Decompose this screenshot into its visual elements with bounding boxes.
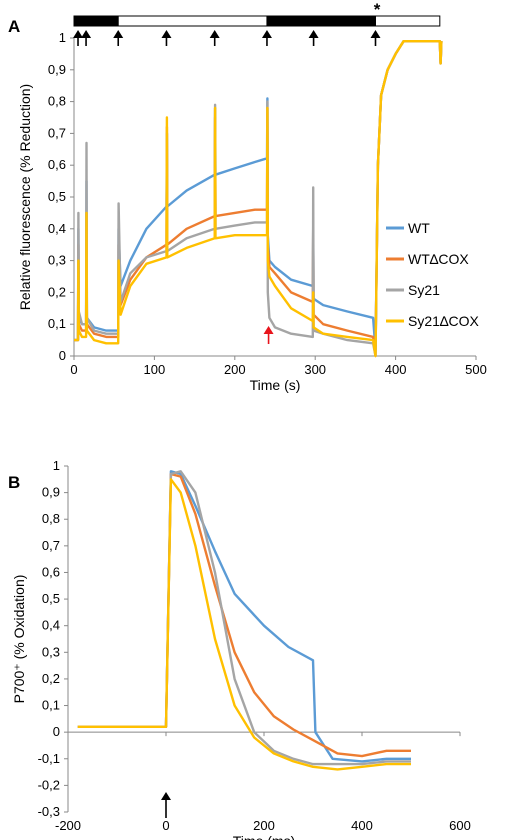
x-tick-label: 600 [449, 818, 471, 833]
light-pulse-arrow-6 [261, 30, 272, 46]
light-pulse-arrow-8-head [370, 30, 381, 38]
y-tick-label: -0,1 [38, 751, 60, 766]
x-axis-label: Time (ms) [233, 833, 295, 840]
y-tick-label: 0,9 [42, 485, 60, 500]
light-bar-segment-2 [117, 15, 268, 27]
panel-label-b: B [8, 473, 20, 492]
flash-arrow-head [161, 792, 171, 800]
y-tick-label: 0,5 [42, 591, 60, 606]
y-tick-label: 0,1 [48, 316, 66, 331]
y-tick-label: 0,6 [48, 157, 66, 172]
y-tick-label: 0,9 [48, 62, 66, 77]
light-bar-segment-1 [73, 15, 119, 27]
panel-label-a: A [8, 17, 20, 36]
y-tick-label: 0,8 [42, 511, 60, 526]
x-tick-label: -200 [55, 818, 81, 833]
y-axis-label: P700⁺ (% Oxidation) [11, 575, 27, 704]
red-arrow [263, 326, 274, 344]
light-pulse-arrow-5 [209, 30, 220, 46]
series-line-3 [74, 40, 443, 358]
legend-entry-3: Sy21 [408, 282, 440, 298]
light-pulse-arrow-1 [73, 30, 84, 46]
series-line-2 [77, 472, 411, 758]
x-tick-label: 400 [385, 362, 407, 377]
x-tick-label: 500 [465, 362, 487, 377]
y-tick-label: 0,3 [48, 253, 66, 268]
y-tick-label: 1 [53, 458, 60, 473]
x-axis-label: Time (s) [250, 377, 301, 393]
x-tick-label: 400 [351, 818, 373, 833]
x-tick-label: 200 [224, 362, 246, 377]
x-tick-label: 0 [162, 818, 169, 833]
series-line-3 [77, 470, 411, 766]
x-tick-label: 200 [253, 818, 275, 833]
light-pulse-arrow-3-head [113, 30, 124, 38]
light-pulse-arrow-2 [81, 30, 92, 46]
y-tick-label: 0,4 [48, 221, 66, 236]
legend-entry-2: WT∆COX [408, 251, 469, 267]
y-tick-label: -0,2 [38, 777, 60, 792]
y-tick-label: 0,5 [48, 189, 66, 204]
y-tick-label: 0,3 [42, 644, 60, 659]
y-tick-label: -0,3 [38, 804, 60, 819]
asterisk-marker: * [374, 0, 381, 19]
light-pulse-arrow-4-head [161, 30, 172, 38]
y-tick-label: 0 [53, 724, 60, 739]
y-tick-label: 0,6 [42, 564, 60, 579]
series-line-1 [74, 40, 443, 351]
light-pulse-arrow-4 [161, 30, 172, 46]
series-line-2 [74, 40, 443, 358]
y-tick-label: 1 [59, 30, 66, 45]
y-tick-label: 0,7 [48, 125, 66, 140]
y-tick-label: 0,1 [42, 698, 60, 713]
x-tick-label: 300 [304, 362, 326, 377]
series-line-4 [77, 478, 411, 771]
light-pulse-arrow-8 [370, 30, 381, 46]
light-pulse-arrow-5-head [209, 30, 220, 38]
light-pulse-arrow-1-head [73, 30, 84, 38]
x-tick-label: 0 [70, 362, 77, 377]
light-pulse-arrow-6-head [261, 30, 272, 38]
series-line-1 [77, 470, 411, 763]
y-axis-label: Relative fluorescence (% Reduction) [17, 84, 33, 310]
y-tick-label: 0,2 [48, 284, 66, 299]
y-tick-label: 0,4 [42, 618, 60, 633]
legend-entry-4: Sy21∆COX [408, 313, 479, 329]
light-bar-segment-4 [375, 15, 441, 27]
x-tick-label: 100 [144, 362, 166, 377]
light-pulse-arrow-3 [113, 30, 124, 46]
light-bar-segment-3 [266, 15, 376, 27]
flash-arrow [161, 792, 171, 818]
legend-entry-1: WT [408, 220, 430, 236]
red-arrow-head [263, 326, 274, 334]
light-pulse-arrow-7-head [308, 30, 319, 38]
series-line-4 [74, 40, 443, 358]
y-tick-label: 0,7 [42, 538, 60, 553]
chart-panel-a: 0 0,1 0,2 0,3 0,4 0,5 0,6 0,7 0,8 0,9 1 0 100 200 300 4… [17, 0, 487, 393]
y-tick-label: 0 [59, 348, 66, 363]
light-pulse-arrow-2-head [81, 30, 92, 38]
chart-panel-b: -0,3 -0,2 -0,1 0 0,1 0,2 0,3 0,4 0,5 0,6 0,7 0,8 0,9… [11, 458, 471, 840]
y-tick-label: 0,2 [42, 671, 60, 686]
light-pulse-arrow-7 [308, 30, 319, 46]
y-tick-label: 0,8 [48, 94, 66, 109]
